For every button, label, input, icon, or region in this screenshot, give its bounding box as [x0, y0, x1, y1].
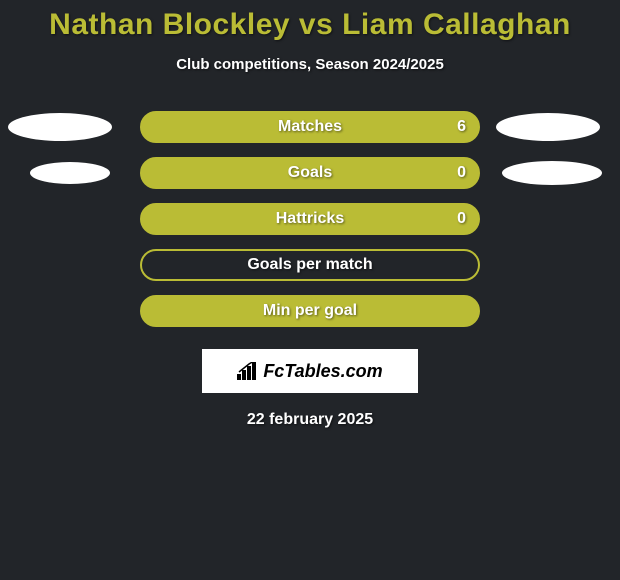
- stat-bar: Min per goal: [140, 295, 480, 327]
- stat-value: 0: [457, 164, 466, 182]
- stat-label: Min per goal: [263, 302, 357, 320]
- ellipse-left: [30, 162, 110, 184]
- stat-label: Goals per match: [247, 256, 372, 274]
- chart-icon: [237, 362, 259, 380]
- stat-bar: Goals per match: [140, 249, 480, 281]
- stat-row-hattricks: Hattricks 0: [0, 203, 620, 235]
- ellipse-right: [496, 113, 600, 141]
- stat-bar: Matches 6: [140, 111, 480, 143]
- logo-box: FcTables.com: [202, 349, 418, 393]
- stat-value: 0: [457, 210, 466, 228]
- logo-text: FcTables.com: [263, 361, 382, 382]
- stat-value: 6: [457, 118, 466, 136]
- stat-label: Hattricks: [276, 210, 344, 228]
- stat-row-matches: Matches 6: [0, 111, 620, 143]
- date-label: 22 february 2025: [247, 411, 373, 429]
- infographic-container: Nathan Blockley vs Liam Callaghan Club c…: [0, 0, 620, 429]
- stat-row-goals: Goals 0: [0, 157, 620, 189]
- stat-row-goals-per-match: Goals per match: [0, 249, 620, 281]
- ellipse-right: [502, 161, 602, 185]
- stat-bar: Hattricks 0: [140, 203, 480, 235]
- stat-label: Matches: [278, 118, 342, 136]
- page-title: Nathan Blockley vs Liam Callaghan: [49, 8, 571, 42]
- ellipse-left: [8, 113, 112, 141]
- stat-bar: Goals 0: [140, 157, 480, 189]
- subtitle: Club competitions, Season 2024/2025: [176, 56, 444, 73]
- stat-label: Goals: [288, 164, 332, 182]
- stat-row-min-per-goal: Min per goal: [0, 295, 620, 327]
- stats-area: Matches 6 Goals 0 Hattricks 0 Goals per …: [0, 111, 620, 327]
